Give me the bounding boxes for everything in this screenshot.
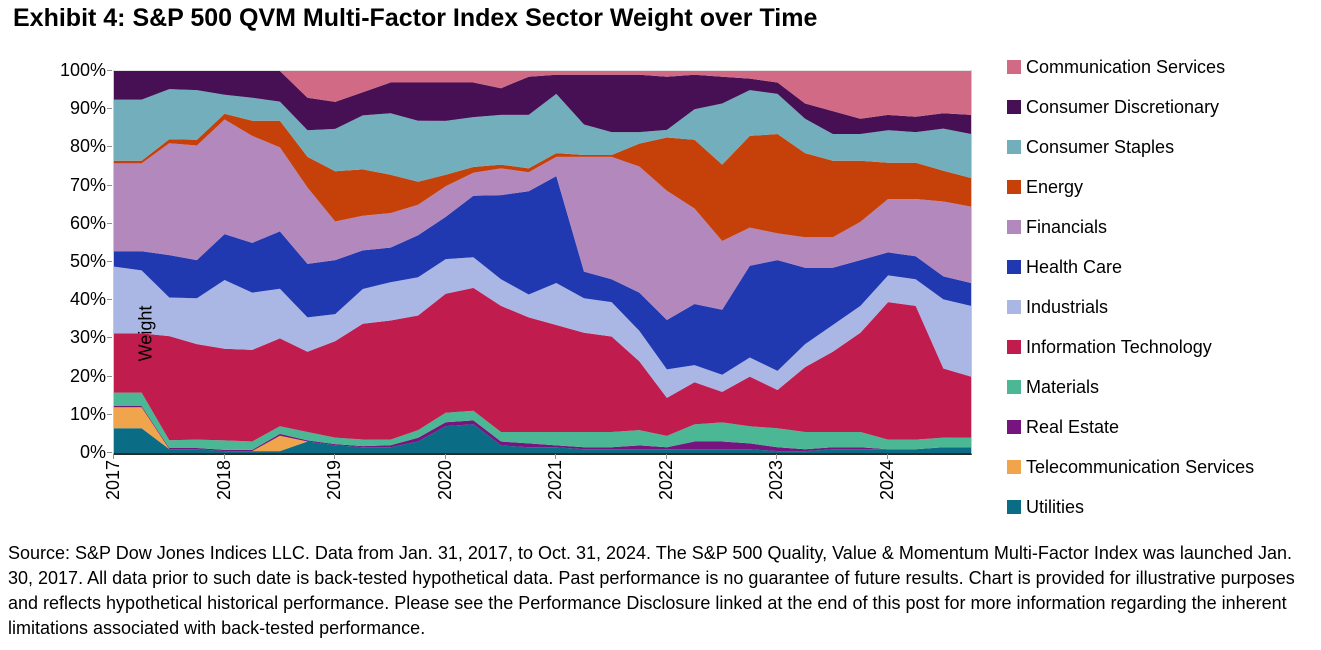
x-tick-mark [223,454,225,459]
y-tick-mark [107,375,112,377]
legend-swatch [1007,300,1021,314]
x-tick-label: 2022 [655,459,676,501]
legend: Communication Services Consumer Discretio… [1007,47,1254,527]
y-tick-label: 90% [69,98,106,119]
legend-swatch [1007,340,1021,354]
legend-label: Utilities [1026,496,1085,517]
x-tick-mark [887,454,889,459]
y-tick-label: 0% [79,442,106,462]
y-tick-mark [107,222,112,224]
source-note: Source: S&P Dow Jones Indices LLC. Data … [8,543,1295,638]
legend-label: Telecommunication Services [1026,456,1255,477]
legend-swatch [1007,420,1021,434]
y-tick-mark [107,299,112,301]
y-tick-mark [107,146,112,148]
area-financials [114,119,971,320]
plot-area: Weight [113,70,972,455]
legend-item: Materials [1007,367,1254,407]
legend-swatch [1007,460,1021,474]
y-tick-mark [107,261,112,262]
legend-label: Communication Services [1026,56,1226,77]
x-tick-mark [776,454,778,459]
x-tick-label: 2024 [877,459,898,501]
area-energy [114,113,971,241]
legend-item: Consumer Discretionary [1007,87,1254,127]
x-tick-mark [555,454,557,459]
x-tick-label: 2019 [324,459,345,501]
legend-swatch [1007,220,1021,234]
x-tick-label: 2021 [545,459,566,501]
legend-swatch [1007,100,1021,114]
area-industrials [114,257,971,398]
area-materials [114,392,971,450]
x-tick-label: 2020 [434,459,455,501]
y-tick-mark [107,70,112,71]
x-tick-mark [444,454,446,459]
x-tick-mark [113,454,114,459]
legend-label: Materials [1026,376,1100,397]
y-tick-label: 60% [69,212,106,233]
x-tick-mark [665,454,667,459]
y-tick-mark [107,337,112,339]
legend-item: Communication Services [1007,47,1254,87]
legend-label: Energy [1026,176,1084,197]
legend-label: Consumer Staples [1026,136,1175,157]
legend-item: Energy [1007,167,1254,207]
legend-item: Health Care [1007,247,1254,287]
legend-item: Industrials [1007,287,1254,327]
sector-weight-chart [114,71,971,453]
legend-swatch [1007,180,1021,194]
x-tick-mark [334,454,336,459]
y-tick-label: 80% [69,136,106,157]
legend-item: Financials [1007,207,1254,247]
legend-swatch [1007,500,1021,514]
legend-item: Telecommunication Services [1007,447,1254,487]
legend-label: Health Care [1026,256,1123,277]
page-title: Exhibit 4: S&P 500 QVM Multi-Factor Inde… [13,4,818,32]
x-tick-label: 2017 [103,459,123,501]
legend-swatch [1007,140,1021,154]
area-utilities [114,424,971,453]
area-communication-services [114,71,971,119]
area-consumer-discretionary [114,71,971,134]
legend-item: Consumer Staples [1007,127,1254,167]
y-tick-label: 40% [69,289,106,310]
legend-item: Information Technology [1007,327,1254,367]
area-consumer-staples [114,89,971,182]
y-tick-label: 30% [69,327,106,348]
legend-swatch [1007,260,1021,274]
legend-swatch [1007,380,1021,394]
y-tick-label: 100% [59,60,106,80]
y-tick-label: 10% [69,403,106,424]
legend-item: Utilities [1007,487,1254,527]
y-tick-mark [107,452,112,453]
legend-label: Consumer Discretionary [1026,96,1220,117]
x-tick-label: 2018 [213,459,234,501]
area-health-care [114,176,971,375]
y-tick-label: 70% [69,174,106,195]
area-information-technology [114,287,971,442]
y-tick-mark [107,184,112,186]
y-tick-label: 20% [69,365,106,386]
y-axis-label: Weight [135,305,156,362]
legend-label: Financials [1026,216,1108,237]
y-tick-mark [107,413,112,415]
legend-label: Real Estate [1026,416,1120,437]
legend-item: Real Estate [1007,407,1254,447]
y-tick-label: 50% [69,251,106,271]
y-tick-mark [107,108,112,110]
x-tick-label: 2023 [766,459,787,501]
legend-label: Industrials [1026,296,1109,317]
legend-swatch [1007,60,1021,74]
legend-label: Information Technology [1026,336,1212,357]
